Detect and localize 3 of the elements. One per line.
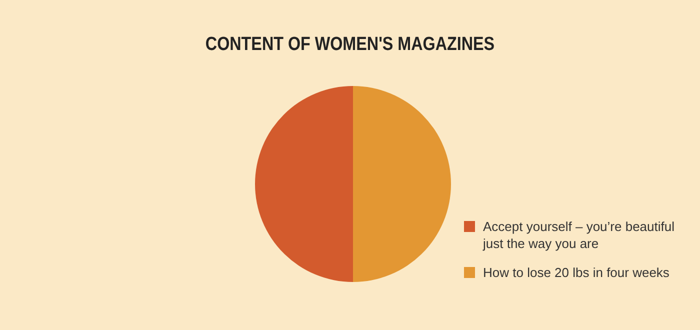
legend-label: Accept yourself – you’re beautiful just the way you are [483,218,676,252]
chart-title: CONTENT OF WOMEN'S MAGAZINES [204,34,496,56]
legend-label: How to lose 20 lbs in four weeks [483,264,670,281]
